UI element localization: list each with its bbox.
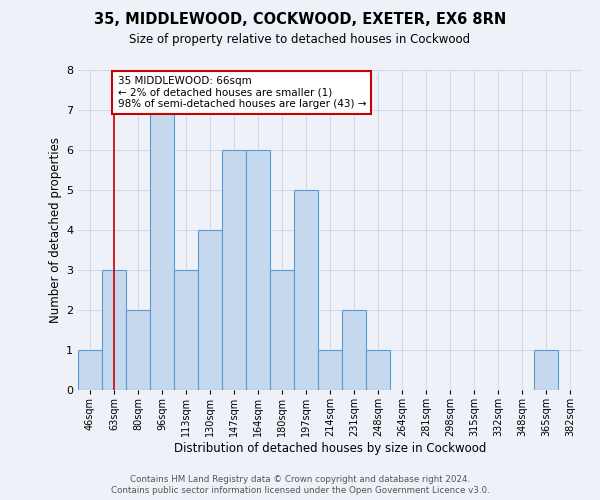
X-axis label: Distribution of detached houses by size in Cockwood: Distribution of detached houses by size …	[174, 442, 486, 455]
Bar	[198, 230, 222, 390]
Bar	[342, 310, 366, 390]
Bar	[78, 350, 102, 390]
Bar	[102, 270, 126, 390]
Bar	[126, 310, 150, 390]
Bar	[294, 190, 318, 390]
Text: Contains HM Land Registry data © Crown copyright and database right 2024.: Contains HM Land Registry data © Crown c…	[130, 475, 470, 484]
Text: 35, MIDDLEWOOD, COCKWOOD, EXETER, EX6 8RN: 35, MIDDLEWOOD, COCKWOOD, EXETER, EX6 8R…	[94, 12, 506, 28]
Bar	[150, 110, 174, 390]
Text: 35 MIDDLEWOOD: 66sqm
← 2% of detached houses are smaller (1)
98% of semi-detache: 35 MIDDLEWOOD: 66sqm ← 2% of detached ho…	[118, 76, 366, 109]
Bar	[366, 350, 390, 390]
Text: Size of property relative to detached houses in Cockwood: Size of property relative to detached ho…	[130, 32, 470, 46]
Bar	[534, 350, 558, 390]
Bar	[246, 150, 270, 390]
Bar	[270, 270, 294, 390]
Y-axis label: Number of detached properties: Number of detached properties	[49, 137, 62, 323]
Text: Contains public sector information licensed under the Open Government Licence v3: Contains public sector information licen…	[110, 486, 490, 495]
Bar	[174, 270, 198, 390]
Bar	[318, 350, 342, 390]
Bar	[222, 150, 246, 390]
